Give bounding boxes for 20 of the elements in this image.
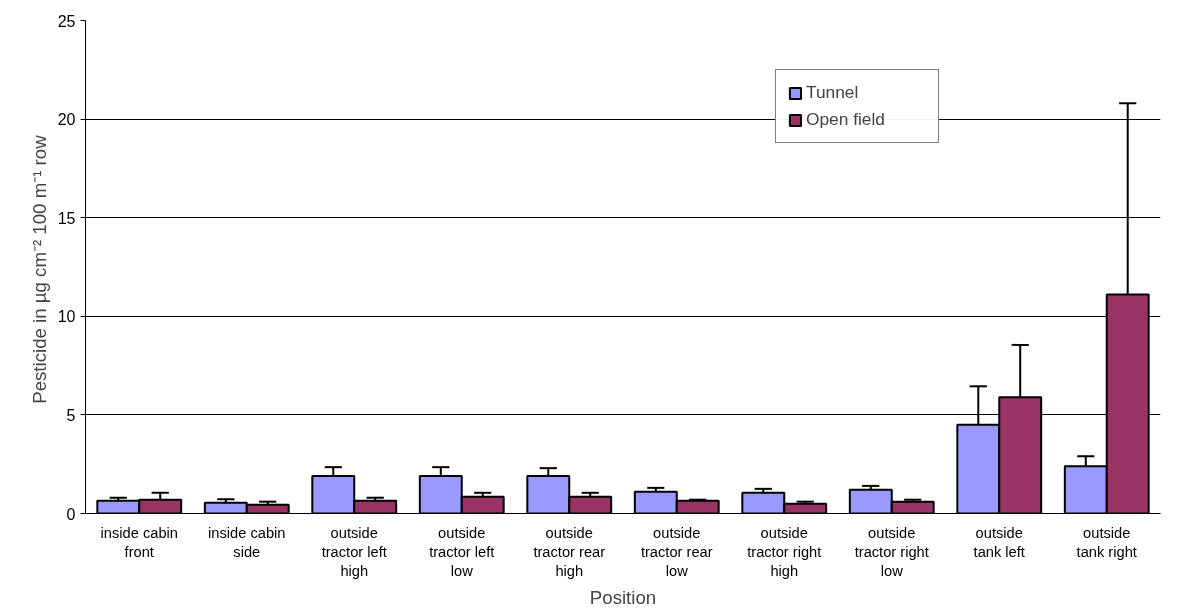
x-tick-label: outside tractor rear low bbox=[640, 524, 713, 579]
x-tick-label: inside cabin front bbox=[100, 524, 178, 560]
y-tick-label: 0 bbox=[66, 505, 76, 523]
y-tick-label: 15 bbox=[57, 209, 76, 227]
x-tick-label: outside tractor right low bbox=[854, 524, 929, 579]
x-tick-label: outside tractor right high bbox=[747, 524, 822, 579]
legend-label: Tunnel bbox=[806, 82, 860, 103]
x-tick-label: outside tractor left high bbox=[321, 524, 387, 579]
x-axis-title: Position bbox=[589, 586, 657, 608]
y-tick-label: 5 bbox=[66, 406, 76, 424]
x-tick-label: inside cabin side bbox=[208, 524, 286, 560]
y-tick-label: 25 bbox=[57, 12, 76, 30]
legend-label: Open field bbox=[806, 109, 886, 130]
y-tick-label: 20 bbox=[57, 111, 76, 129]
x-tick-label: outside tractor left low bbox=[429, 524, 495, 579]
y-tick-label: 10 bbox=[57, 308, 76, 326]
x-tick-label: outside tank left bbox=[973, 524, 1025, 560]
x-tick-label: outside tank right bbox=[1076, 524, 1137, 560]
x-tick-label: outside tractor rear high bbox=[533, 524, 606, 579]
y-axis-title: Pesticide in µg cm⁻² 100 m⁻¹ row bbox=[28, 134, 50, 404]
